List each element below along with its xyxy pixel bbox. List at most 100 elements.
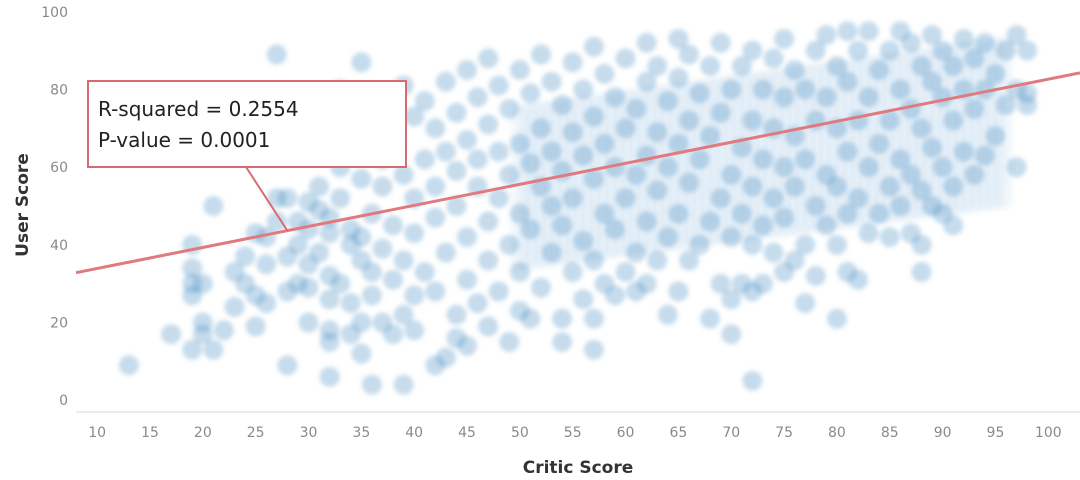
data-point bbox=[731, 203, 752, 224]
data-point bbox=[615, 118, 636, 139]
data-point bbox=[414, 91, 435, 112]
data-point bbox=[361, 285, 382, 306]
data-point bbox=[573, 289, 594, 310]
data-point bbox=[784, 250, 805, 271]
trendline bbox=[75, 71, 1080, 275]
data-point bbox=[816, 25, 837, 46]
data-point bbox=[1017, 40, 1038, 61]
data-point bbox=[678, 44, 699, 65]
y-tick-label: 60 bbox=[50, 160, 68, 176]
data-point bbox=[467, 149, 488, 170]
stats-callout: R-squared = 0.2554 P-value = 0.0001 bbox=[87, 80, 407, 232]
data-point bbox=[869, 60, 890, 81]
data-point bbox=[858, 223, 879, 244]
data-point bbox=[890, 149, 911, 170]
data-point bbox=[583, 308, 604, 329]
data-point bbox=[805, 40, 826, 61]
data-point bbox=[287, 234, 308, 255]
data-point bbox=[478, 48, 499, 69]
data-point bbox=[245, 316, 266, 337]
data-point bbox=[192, 273, 213, 294]
data-point bbox=[435, 242, 456, 263]
data-point bbox=[710, 32, 731, 53]
data-point bbox=[594, 203, 615, 224]
data-point bbox=[784, 60, 805, 81]
x-tick-label: 90 bbox=[934, 425, 952, 441]
data-point bbox=[763, 188, 784, 209]
data-point bbox=[583, 339, 604, 360]
data-point bbox=[182, 339, 203, 360]
data-point bbox=[478, 250, 499, 271]
trendline-group bbox=[75, 71, 1080, 275]
data-point bbox=[266, 44, 287, 65]
data-point bbox=[383, 215, 404, 236]
data-point bbox=[309, 242, 330, 263]
data-point bbox=[520, 83, 541, 104]
data-point bbox=[446, 102, 467, 123]
data-point bbox=[361, 374, 382, 395]
data-point bbox=[330, 273, 351, 294]
data-point bbox=[298, 312, 319, 333]
data-point bbox=[404, 285, 425, 306]
data-point bbox=[985, 126, 1006, 147]
data-point bbox=[573, 230, 594, 251]
data-point bbox=[742, 40, 763, 61]
data-point bbox=[562, 52, 583, 73]
data-point bbox=[509, 133, 530, 154]
data-point bbox=[520, 219, 541, 240]
data-point bbox=[848, 40, 869, 61]
data-point bbox=[826, 234, 847, 255]
x-tick-label: 30 bbox=[300, 425, 318, 441]
data-point bbox=[636, 211, 657, 232]
data-point bbox=[752, 215, 773, 236]
data-point bbox=[531, 118, 552, 139]
data-point bbox=[457, 129, 478, 150]
data-point bbox=[552, 95, 573, 115]
y-tick-label: 80 bbox=[50, 82, 68, 98]
data-point bbox=[678, 172, 699, 193]
x-tick-label: 100 bbox=[1035, 425, 1062, 441]
data-point bbox=[879, 110, 900, 131]
data-point bbox=[594, 133, 615, 154]
data-point bbox=[351, 227, 372, 248]
data-point bbox=[636, 32, 657, 53]
data-point bbox=[425, 176, 446, 197]
data-point bbox=[668, 133, 689, 154]
data-point bbox=[710, 102, 731, 123]
data-point bbox=[562, 122, 583, 143]
data-point bbox=[647, 180, 668, 201]
data-point bbox=[509, 262, 530, 283]
data-point bbox=[224, 297, 245, 317]
data-point bbox=[541, 71, 562, 92]
data-point bbox=[277, 188, 298, 209]
data-point bbox=[266, 211, 287, 232]
data-point bbox=[858, 157, 879, 178]
data-point bbox=[922, 137, 943, 158]
data-point bbox=[953, 141, 974, 162]
data-point bbox=[848, 110, 869, 131]
data-point bbox=[774, 87, 795, 108]
data-point bbox=[721, 227, 742, 248]
data-point bbox=[795, 149, 816, 170]
callout-box bbox=[87, 80, 407, 168]
data-point bbox=[858, 87, 879, 108]
data-point bbox=[319, 366, 340, 387]
data-point bbox=[626, 98, 647, 119]
data-point bbox=[615, 262, 636, 283]
data-point bbox=[943, 110, 964, 131]
data-point bbox=[752, 149, 773, 170]
data-point bbox=[372, 176, 393, 197]
data-point bbox=[457, 60, 478, 81]
data-point bbox=[383, 324, 404, 345]
data-point bbox=[869, 203, 890, 224]
data-point bbox=[826, 176, 847, 197]
data-point bbox=[583, 36, 604, 57]
data-point bbox=[435, 141, 456, 162]
tick-labels: 10 15 20 25 30 35 40 45 50 55 60 65 70 75 80 85 90 95 100 0… bbox=[41, 5, 1061, 441]
data-point bbox=[488, 188, 509, 209]
x-tick-label: 20 bbox=[194, 425, 212, 441]
data-point bbox=[277, 355, 298, 376]
data-point bbox=[573, 145, 594, 166]
data-point bbox=[922, 25, 943, 46]
data-point bbox=[636, 145, 657, 166]
